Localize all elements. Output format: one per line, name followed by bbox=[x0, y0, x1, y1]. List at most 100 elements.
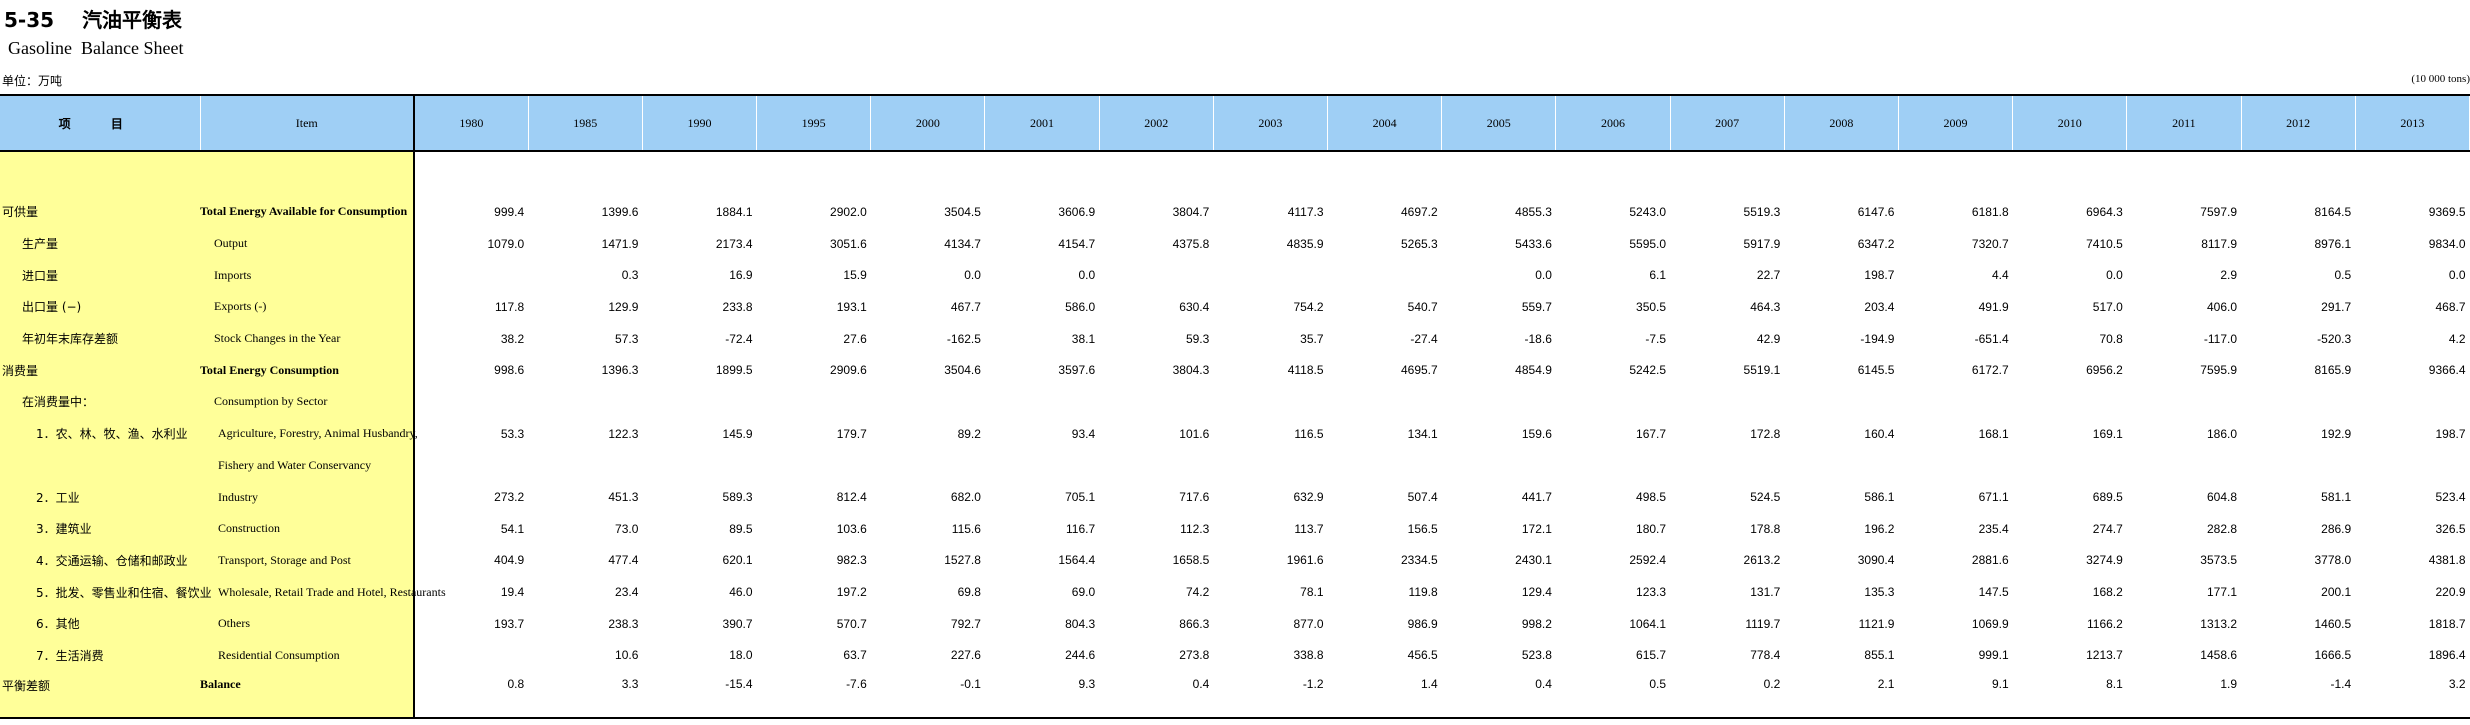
value-cell bbox=[1442, 450, 1556, 482]
row-label-en: Construction bbox=[200, 512, 415, 545]
value-cell: 1818.7 bbox=[2428, 616, 2466, 631]
row-label-en: Industry bbox=[200, 481, 415, 513]
value-cell: 456.5 bbox=[1407, 648, 1438, 663]
value-cell bbox=[1328, 386, 1442, 418]
unit-label-cn: 单位：万吨 bbox=[2, 74, 63, 88]
value-cell: 717.6 bbox=[1179, 490, 1210, 505]
value-cell: 326.5 bbox=[2435, 521, 2466, 536]
value-cell bbox=[1213, 386, 1327, 418]
value-cell bbox=[1099, 386, 1213, 418]
row-label-en: Balance bbox=[200, 671, 415, 720]
header-year: 2011 bbox=[2126, 94, 2242, 152]
value-cell: 0.0 bbox=[1535, 268, 1552, 283]
value-cell: 2.9 bbox=[2220, 268, 2237, 283]
row-label-en: Total Energy Consumption bbox=[200, 354, 415, 387]
table-row: 年初年末库存差额 Stock Changes in the Year 38.2 57.… bbox=[0, 322, 2470, 355]
value-cell: 8976.1 bbox=[2314, 236, 2352, 251]
value-cell: 467.7 bbox=[950, 299, 981, 314]
value-cell: 180.7 bbox=[1636, 521, 1667, 536]
value-cell: 0.4 bbox=[1441, 671, 1556, 720]
value-cell: 2881.6 bbox=[1971, 553, 2009, 568]
value-cell: 1166.2 bbox=[2087, 616, 2123, 631]
value-cell: 9.1 bbox=[1898, 671, 2013, 720]
value-cell: 620.1 bbox=[722, 553, 753, 568]
row-label-en: Residential Consumption bbox=[200, 639, 415, 672]
value-cell: 3090.4 bbox=[1857, 553, 1895, 568]
value-cell: 986.9 bbox=[1407, 616, 1438, 631]
value-cell bbox=[2127, 386, 2241, 418]
value-cell: 220.9 bbox=[2435, 585, 2466, 600]
value-cell: 8165.9 bbox=[2314, 363, 2352, 378]
header-year: 2012 bbox=[2241, 94, 2356, 152]
value-cell: 57.3 bbox=[615, 331, 639, 346]
row-label-cn: 在消费量中： bbox=[0, 386, 200, 418]
row-label-en: Output bbox=[200, 227, 415, 260]
value-cell: 682.0 bbox=[950, 490, 981, 505]
value-cell: 198.7 bbox=[2435, 426, 2466, 441]
value-cell: 227.6 bbox=[950, 648, 981, 663]
value-cell: 491.9 bbox=[1978, 299, 2009, 314]
value-cell bbox=[1670, 386, 1784, 418]
value-cell: 705.1 bbox=[1065, 490, 1096, 505]
value-cell bbox=[1099, 259, 1213, 291]
value-cell: 198.7 bbox=[1864, 268, 1895, 283]
row-label-en: Consumption by Sector bbox=[200, 386, 415, 418]
row-label-cn: 7．生活消费 bbox=[0, 639, 200, 672]
table-row: 2．工业 Industry 273.2 451.3 589.3 812.4 682.0 705… bbox=[0, 481, 2470, 513]
value-cell: 112.3 bbox=[1180, 521, 1210, 536]
value-cell: 6172.7 bbox=[1971, 363, 2009, 378]
value-cell: 168.2 bbox=[2092, 585, 2123, 600]
table-row: 6．其他 Others 193.7 238.3 390.7 570.7 792.7 804.3… bbox=[0, 607, 2470, 640]
value-cell: 186.0 bbox=[2206, 426, 2237, 441]
value-cell bbox=[2355, 450, 2469, 482]
value-cell: 5519.1 bbox=[1743, 363, 1781, 378]
value-cell: 630.4 bbox=[1179, 299, 1210, 314]
value-cell: 22.7 bbox=[1756, 268, 1781, 283]
value-cell: 2592.4 bbox=[1629, 553, 1667, 568]
value-cell: 4118.5 bbox=[1287, 363, 1324, 378]
value-cell bbox=[528, 386, 642, 418]
value-cell: 63.7 bbox=[843, 648, 867, 663]
value-cell: 6181.8 bbox=[1971, 204, 2009, 219]
table-number: 5-35 bbox=[4, 8, 55, 32]
value-cell bbox=[2241, 386, 2355, 418]
header-spacer-row bbox=[0, 151, 2470, 196]
value-cell: 3597.6 bbox=[1058, 363, 1096, 378]
value-cell bbox=[414, 386, 528, 418]
value-cell: 671.1 bbox=[1978, 490, 2009, 505]
row-label-cn bbox=[0, 449, 200, 482]
header-year: 2010 bbox=[2012, 94, 2128, 152]
value-cell: 464.3 bbox=[1750, 299, 1781, 314]
value-cell: -1.2 bbox=[1213, 671, 1328, 720]
value-cell: 5243.0 bbox=[1629, 204, 1667, 219]
value-cell: -162.5 bbox=[946, 331, 981, 346]
value-cell: 3573.5 bbox=[2200, 553, 2237, 568]
row-label-cn: 4．交通运输、仓储和邮政业 bbox=[0, 544, 200, 577]
table-row: 在消费量中： Consumption by Sector bbox=[0, 386, 2470, 418]
row-label-cn: 3．建筑业 bbox=[0, 512, 200, 545]
value-cell: 70.8 bbox=[2099, 331, 2123, 346]
value-cell: 8164.5 bbox=[2314, 204, 2352, 219]
value-cell bbox=[414, 259, 528, 291]
value-cell: 134.1 bbox=[1407, 426, 1438, 441]
value-cell bbox=[1670, 450, 1784, 482]
value-cell: 1564.4 bbox=[1058, 553, 1096, 568]
row-label-cn: 生产量 bbox=[0, 227, 200, 260]
value-cell: 1458.6 bbox=[2200, 648, 2237, 663]
value-cell: 982.3 bbox=[836, 553, 867, 568]
value-cell: 282.8 bbox=[2206, 521, 2237, 536]
value-cell: 192.9 bbox=[2321, 426, 2352, 441]
table-title-en: Gasoline Balance Sheet bbox=[8, 38, 184, 58]
row-label-cn: 2．工业 bbox=[0, 481, 200, 513]
value-cell: 193.1 bbox=[836, 299, 867, 314]
value-cell: 1121.9 bbox=[1858, 616, 1895, 631]
value-cell: 9.3 bbox=[984, 671, 1100, 720]
value-cell: 172.1 bbox=[1521, 521, 1552, 536]
value-cell bbox=[985, 386, 1099, 418]
header-year: 2004 bbox=[1327, 94, 1443, 152]
value-cell: 451.3 bbox=[608, 490, 639, 505]
table-header: 项 目 Item 1980 1985 1990 1995 2000 2001 2002 200… bbox=[0, 94, 2470, 152]
value-cell: 244.6 bbox=[1065, 648, 1096, 663]
value-cell: 7320.7 bbox=[1971, 236, 2009, 251]
value-cell: 113.7 bbox=[1294, 521, 1324, 536]
